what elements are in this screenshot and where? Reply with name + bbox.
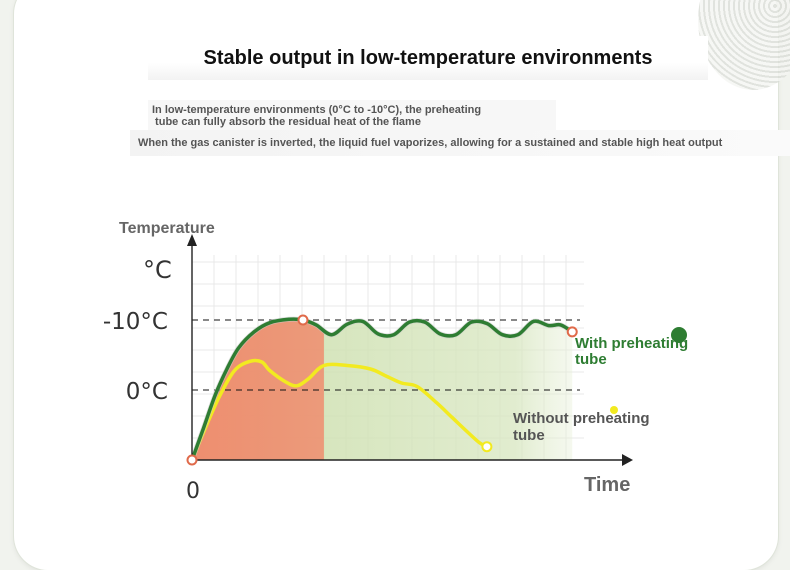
y-tick-label: 0°C	[126, 379, 168, 405]
legend-dot-with-preheating	[671, 327, 687, 343]
description-line-3: When the gas canister is inverted, the l…	[130, 130, 790, 156]
series-label-with-preheating: With preheating	[575, 335, 688, 352]
y-axis-unit-label: °C	[143, 256, 172, 284]
series-line-without-preheating	[190, 358, 489, 462]
series-label-without-preheating: Without preheating	[513, 410, 650, 427]
y-axis-title: Temperature	[119, 220, 215, 237]
x-origin-label: 0	[186, 479, 200, 504]
series-label-with-preheating: tube	[575, 351, 607, 368]
description-line-2: tube can fully absorb the residual heat …	[152, 116, 421, 128]
description-block: In low-temperature environments (0°C to …	[148, 100, 556, 132]
series-label-without-preheating: tube	[513, 427, 545, 444]
temperature-chart: Temperature °C 0°C -10°C 0 Time With preheatin…	[103, 220, 688, 504]
description-line-1: In low-temperature environments (0°C to …	[152, 104, 482, 116]
legend-dot-without-preheating	[610, 406, 618, 414]
page-title: Stable output in low-temperature environ…	[148, 36, 708, 80]
x-axis-title: Time	[584, 474, 630, 496]
y-tick-label: -10°C	[103, 309, 168, 335]
end-point-marker-without-preheating	[481, 441, 493, 453]
peak-point-marker	[297, 314, 309, 326]
end-point-marker-with-preheating	[566, 326, 578, 338]
x-axis-arrow	[622, 454, 633, 466]
fill-warm-region	[192, 319, 324, 460]
y-axis-arrow	[187, 234, 197, 246]
start-point-marker	[186, 454, 198, 466]
content-card	[14, 0, 790, 570]
series-line-with-preheating	[190, 317, 574, 462]
